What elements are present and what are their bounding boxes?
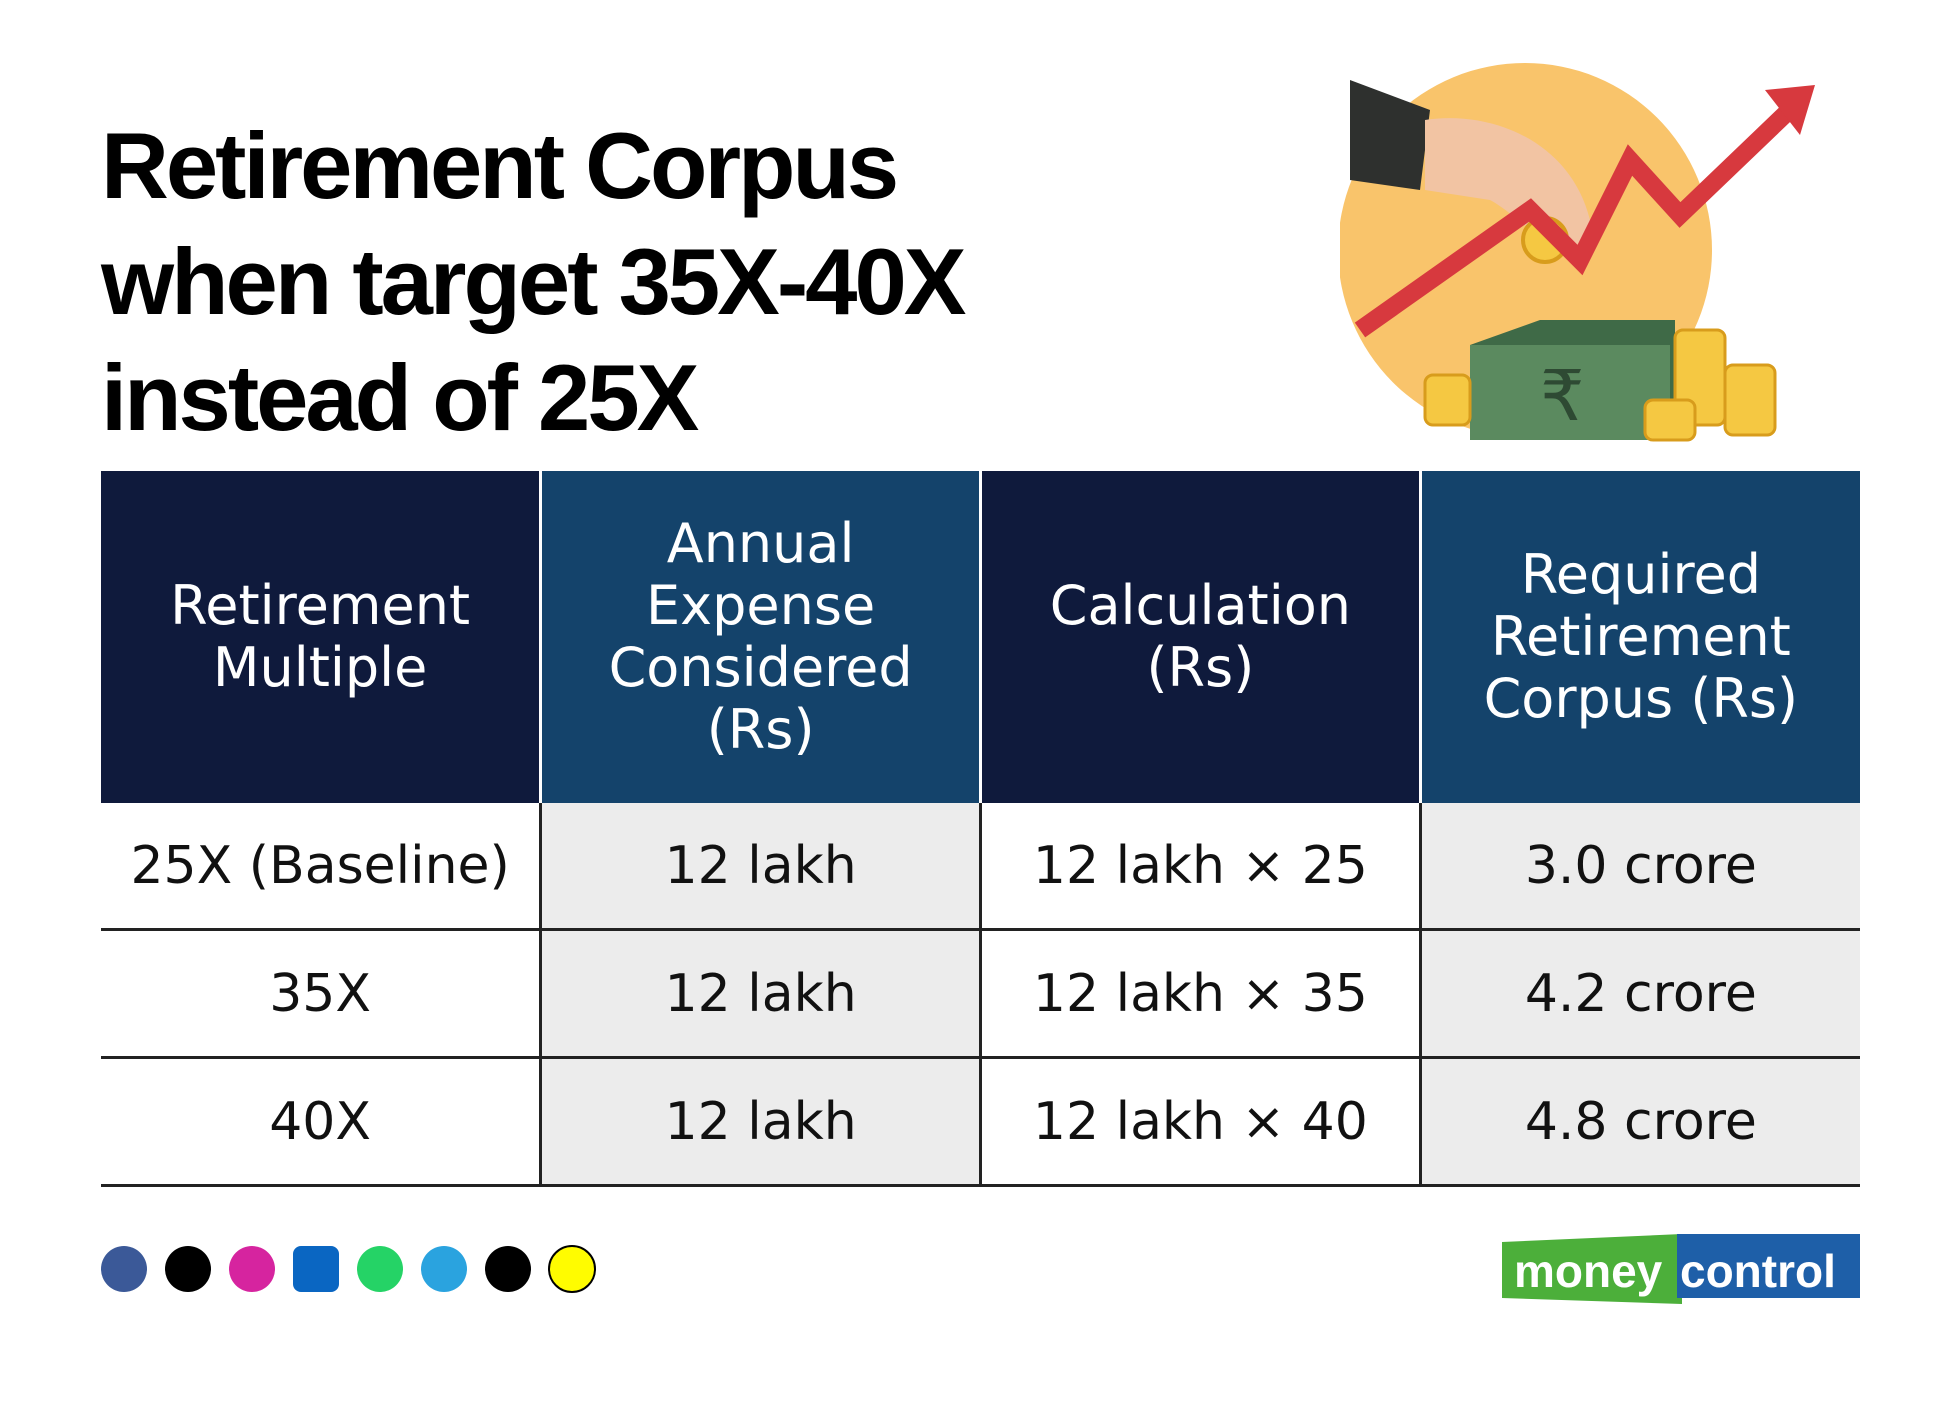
table-cell: 4.2 crore <box>1418 929 1860 1059</box>
title-line: when target 35X-40X <box>101 229 966 334</box>
telegram-icon[interactable] <box>421 1246 467 1292</box>
snapchat-icon[interactable] <box>548 1245 596 1293</box>
x-icon[interactable] <box>165 1246 211 1292</box>
table-cell: 4.8 crore <box>1418 1057 1860 1187</box>
social-icons[interactable] <box>101 1244 601 1294</box>
table-cell: 40X <box>101 1057 541 1187</box>
table-row: 25X (Baseline) 12 lakh 12 lakh × 25 3.0 cro… <box>101 803 1860 931</box>
threads-icon[interactable] <box>485 1246 531 1292</box>
instagram-icon[interactable] <box>229 1246 275 1292</box>
whatsapp-icon[interactable] <box>357 1246 403 1292</box>
table-body: 25X (Baseline) 12 lakh 12 lakh × 25 3.0 cro… <box>101 803 1860 1187</box>
logo-part: control <box>1680 1245 1836 1297</box>
table-cell: 12 lakh × 25 <box>979 803 1421 931</box>
table-cell: 12 lakh <box>539 1057 981 1187</box>
data-table: Retirement Multiple Annual Expense Consid… <box>101 471 1860 1187</box>
table-cell: 12 lakh × 35 <box>979 929 1421 1059</box>
linkedin-icon[interactable] <box>293 1246 339 1292</box>
table-cell: 3.0 crore <box>1418 803 1860 931</box>
logo-background <box>1502 1234 1860 1304</box>
header-row: Retirement Multiple Annual Expense Consid… <box>101 471 1860 803</box>
table-cell: 12 lakh <box>539 929 981 1059</box>
table-cell: 12 lakh <box>539 803 981 931</box>
table-cell: 35X <box>101 929 541 1059</box>
facebook-icon[interactable] <box>101 1246 147 1292</box>
svg-text:₹: ₹ <box>1540 355 1585 437</box>
title-line: instead of 25X <box>101 345 699 450</box>
column-header: Annual Expense Considered (Rs) <box>539 471 981 803</box>
title: Retirement Corpus when target 35X-40X in… <box>101 108 966 456</box>
column-header: Calculation (Rs) <box>979 471 1421 803</box>
table-cell: 12 lakh × 40 <box>979 1057 1421 1187</box>
logo-part: money <box>1514 1245 1663 1297</box>
table-cell: 25X (Baseline) <box>101 803 541 931</box>
table-row: 40X 12 lakh 12 lakh × 40 4.8 crore <box>101 1057 1860 1187</box>
illustration: ₹ <box>1340 63 1815 442</box>
title-line: Retirement Corpus <box>101 113 899 218</box>
table-row: 35X 12 lakh 12 lakh × 35 4.2 crore <box>101 929 1860 1059</box>
column-header: Retirement Multiple <box>101 471 541 803</box>
column-header: Required Retirement Corpus (Rs) <box>1418 471 1860 803</box>
logo: money control <box>1502 1234 1860 1304</box>
